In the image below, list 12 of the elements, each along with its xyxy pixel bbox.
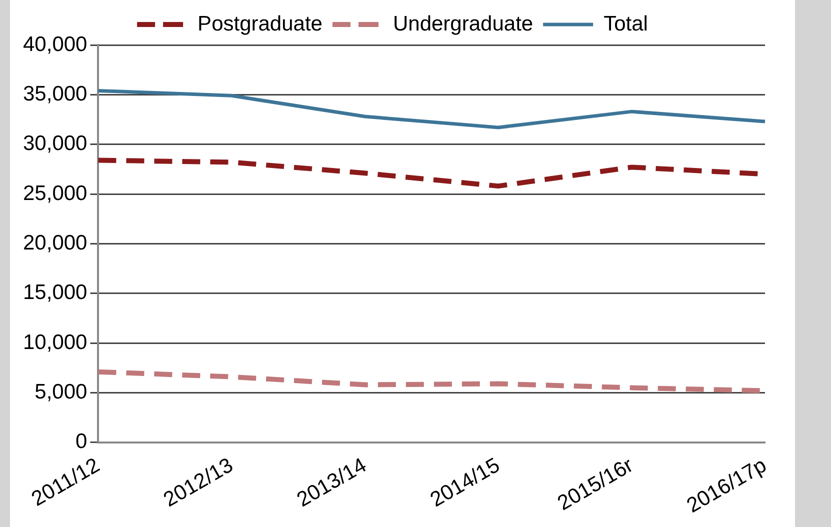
y-tick-label: 25,000 (22, 182, 88, 205)
y-tick-label: 30,000 (22, 132, 88, 156)
legend-label: Total (604, 12, 648, 36)
y-tick-label: 20,000 (22, 231, 88, 254)
legend-label: Postgraduate (198, 12, 322, 36)
y-tick-label: 0 (76, 430, 88, 454)
y-tick-label: 10,000 (22, 330, 88, 354)
y-tick-label: 35,000 (22, 82, 88, 106)
y-tick-label: 40,000 (22, 32, 88, 56)
legend-label: Undergraduate (392, 12, 534, 36)
y-tick-label: 15,000 (22, 281, 88, 304)
y-tick-label: 5,000 (34, 380, 88, 404)
